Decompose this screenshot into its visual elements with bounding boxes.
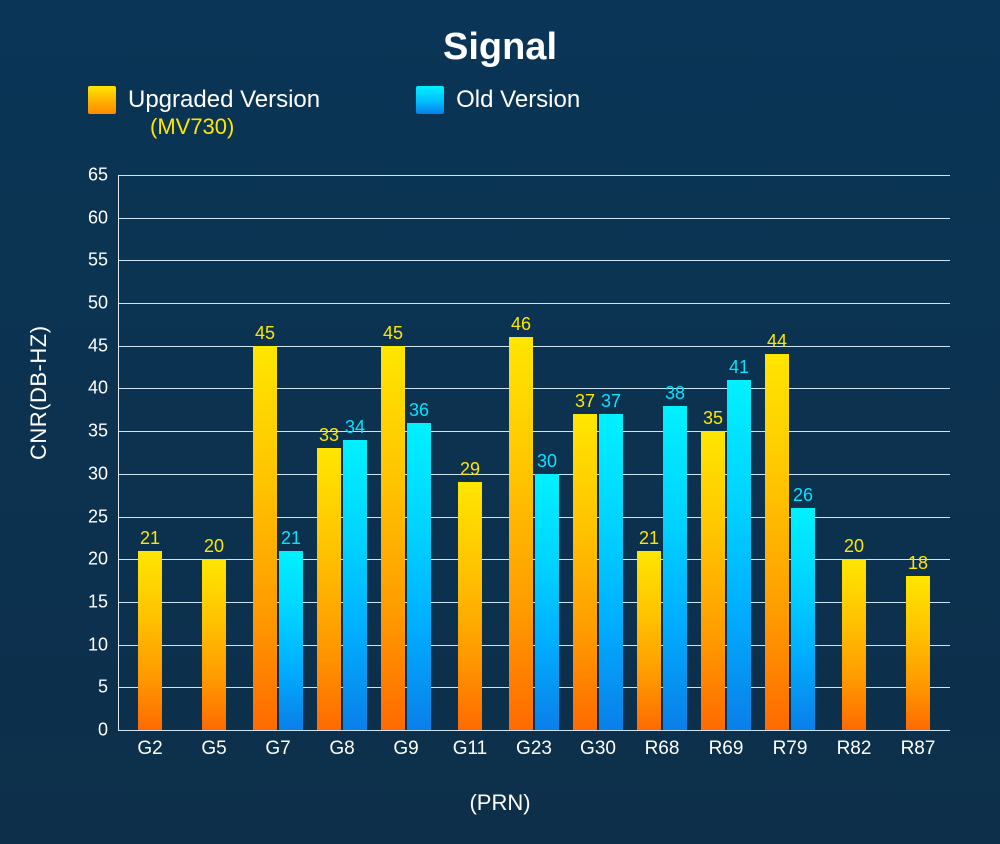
- chart-area: 05101520253035404550556065 2120452133344…: [118, 175, 950, 730]
- y-tick-label: 55: [88, 250, 118, 271]
- x-category-label: G23: [516, 730, 552, 760]
- swatch-old-icon: [416, 86, 444, 114]
- y-tick-label: 25: [88, 506, 118, 527]
- x-category-label: G2: [137, 730, 162, 760]
- x-category-label: G11: [453, 730, 488, 760]
- y-tick-label: 30: [88, 463, 118, 484]
- x-category-label: R79: [773, 730, 808, 760]
- y-tick-label: 60: [88, 207, 118, 228]
- y-tick-label: 20: [88, 549, 118, 570]
- x-category-label: G9: [393, 730, 418, 760]
- y-tick-label: 50: [88, 293, 118, 314]
- chart-title: Signal: [0, 26, 1000, 69]
- y-tick-label: 40: [88, 378, 118, 399]
- legend-old-label: Old Version: [456, 86, 580, 114]
- y-tick-label: 35: [88, 421, 118, 442]
- x-axis-title: (PRN): [0, 790, 1000, 816]
- y-tick-label: 65: [88, 165, 118, 186]
- y-tick-label: 15: [88, 591, 118, 612]
- legend-upgraded-sublabel: (MV730): [150, 114, 320, 140]
- legend-item-upgraded: Upgraded Version (MV730): [88, 86, 320, 140]
- y-tick-label: 0: [98, 720, 118, 741]
- x-category-label: R68: [645, 730, 680, 760]
- x-category-label: R69: [709, 730, 744, 760]
- x-category-label: R87: [901, 730, 936, 760]
- x-category-label: G7: [265, 730, 290, 760]
- y-axis-title: CNR(DB-HZ): [26, 325, 52, 460]
- x-category-label: G30: [580, 730, 616, 760]
- legend-upgraded-label: Upgraded Version: [128, 86, 320, 114]
- legend-item-old: Old Version: [416, 86, 580, 140]
- y-tick-label: 5: [98, 677, 118, 698]
- x-category-label: G8: [329, 730, 354, 760]
- legend: Upgraded Version (MV730) Old Version: [88, 86, 580, 140]
- y-tick-label: 10: [88, 634, 118, 655]
- swatch-upgraded-icon: [88, 86, 116, 114]
- x-category-label: R82: [837, 730, 872, 760]
- y-tick-label: 45: [88, 335, 118, 356]
- x-category-label: G5: [201, 730, 226, 760]
